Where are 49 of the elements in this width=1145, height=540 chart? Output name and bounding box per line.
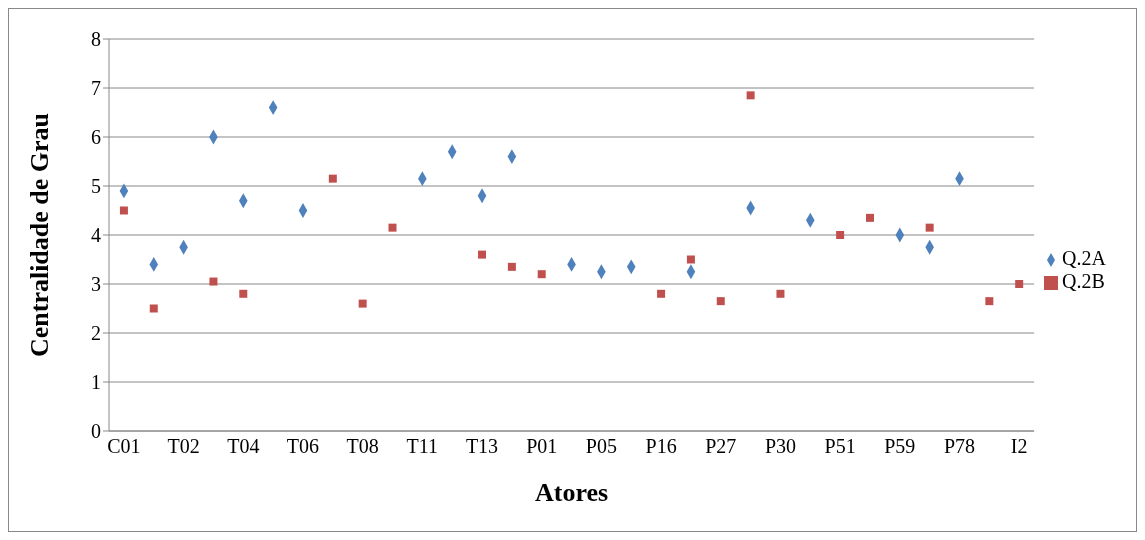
point bbox=[239, 289, 248, 298]
point bbox=[865, 213, 874, 222]
x-tick-label: P59 bbox=[884, 435, 916, 458]
point bbox=[358, 299, 367, 308]
point bbox=[478, 250, 487, 259]
point bbox=[657, 289, 666, 298]
y-tick-label: 2 bbox=[91, 322, 101, 345]
point bbox=[149, 304, 158, 313]
x-tick-label: P01 bbox=[526, 435, 558, 458]
point bbox=[716, 297, 725, 306]
legend-label: Q.2A bbox=[1062, 247, 1106, 269]
y-tick-label: 1 bbox=[91, 371, 101, 394]
point bbox=[985, 297, 994, 306]
x-tick-label: T13 bbox=[465, 435, 499, 458]
point bbox=[537, 270, 546, 279]
x-tick-label: T04 bbox=[227, 435, 260, 458]
x-tick-label: I2 bbox=[1010, 435, 1028, 458]
point bbox=[686, 255, 695, 264]
x-tick-label: T06 bbox=[286, 435, 320, 458]
x-tick-label: P78 bbox=[943, 435, 976, 458]
x-tick-label: T02 bbox=[167, 435, 200, 458]
point bbox=[209, 277, 218, 286]
x-tick-label: P05 bbox=[585, 435, 617, 458]
legend-label: Q.2B bbox=[1062, 270, 1105, 292]
point bbox=[776, 289, 785, 298]
x-tick-label: T08 bbox=[346, 435, 379, 458]
point bbox=[836, 231, 845, 239]
point bbox=[746, 91, 755, 100]
x-tick-label: P27 bbox=[705, 435, 737, 458]
point bbox=[1015, 280, 1024, 288]
point bbox=[507, 262, 516, 271]
y-tick-label: 3 bbox=[91, 273, 101, 296]
x-tick-label: P51 bbox=[824, 435, 856, 458]
point bbox=[328, 174, 337, 183]
point bbox=[925, 223, 934, 232]
point bbox=[388, 223, 397, 232]
x-axis-title: Atores bbox=[534, 478, 609, 507]
y-tick-label: 8 bbox=[91, 28, 101, 51]
y-tick-label: 7 bbox=[91, 77, 101, 100]
point bbox=[119, 206, 128, 215]
y-tick-label: 6 bbox=[91, 126, 101, 149]
x-tick-label: T11 bbox=[406, 435, 439, 458]
y-tick-label: 5 bbox=[91, 175, 101, 198]
y-axis-title: Centralidade de Grau bbox=[25, 112, 55, 358]
y-tick-label: 4 bbox=[91, 224, 101, 247]
x-tick-label: P16 bbox=[645, 435, 677, 458]
x-tick-label: C01 bbox=[107, 435, 141, 458]
x-tick-label: P30 bbox=[764, 435, 797, 458]
y-tick-label: 0 bbox=[91, 420, 101, 443]
